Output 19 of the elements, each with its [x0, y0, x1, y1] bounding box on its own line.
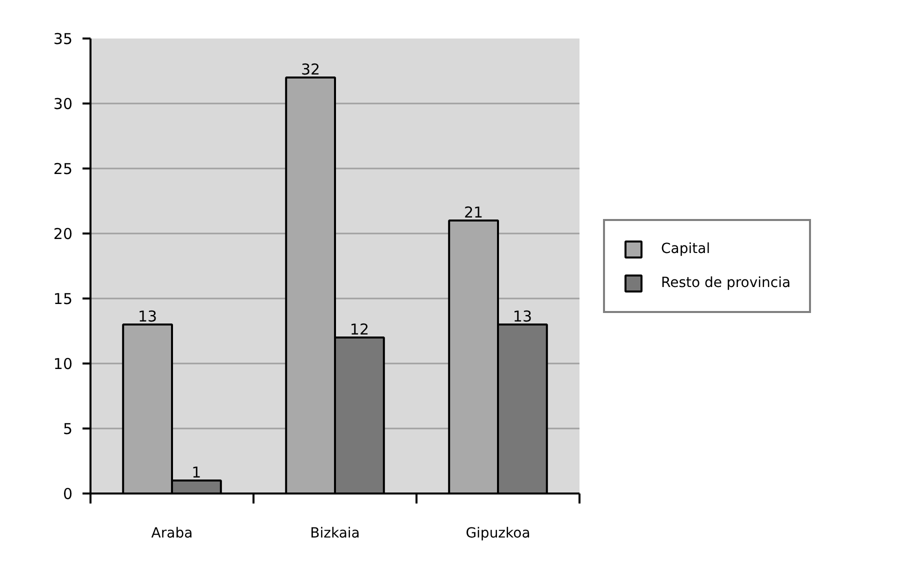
- x-tick-label: Bizkaia: [310, 526, 360, 542]
- y-tick-label: 15: [53, 290, 73, 308]
- data-label: 1: [192, 464, 202, 482]
- x-tick-label: Gipuzkoa: [466, 526, 530, 542]
- y-tick-label: 0: [62, 485, 73, 503]
- data-label: 13: [512, 308, 532, 326]
- y-tick-label: 20: [53, 225, 73, 243]
- y-tick-label: 25: [53, 160, 73, 178]
- x-tick-label: Araba: [151, 526, 193, 542]
- y-tick-label: 5: [62, 420, 73, 438]
- data-label: 21: [464, 204, 484, 222]
- data-label: 32: [301, 60, 320, 78]
- y-tick-label: 10: [53, 355, 73, 373]
- data-label: 13: [138, 308, 158, 326]
- legend-label: Resto de provincia: [661, 274, 791, 290]
- legend-label: Capital: [661, 240, 710, 256]
- y-tick-label: 30: [53, 95, 73, 113]
- data-label: 12: [350, 320, 369, 338]
- y-tick-label: 35: [53, 30, 73, 48]
